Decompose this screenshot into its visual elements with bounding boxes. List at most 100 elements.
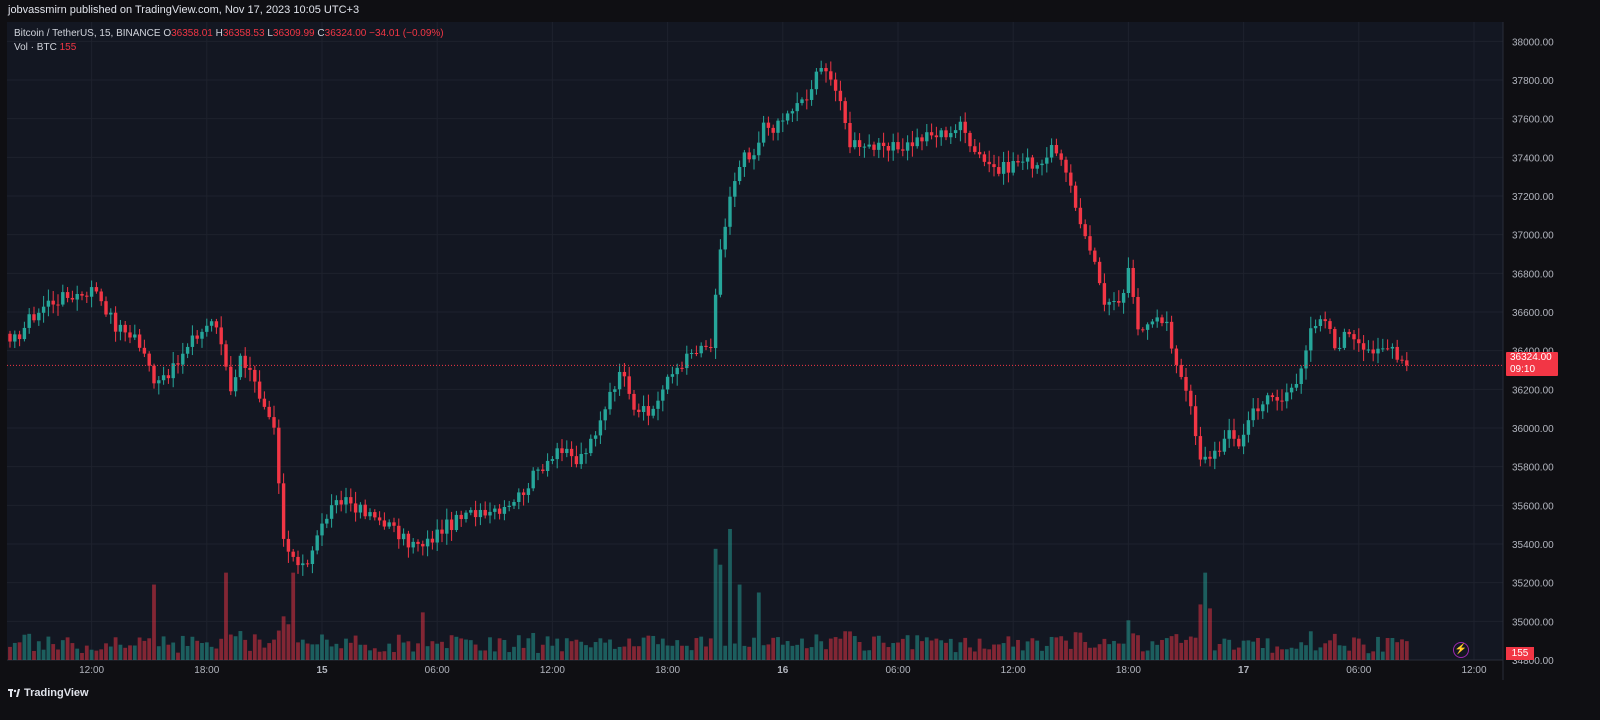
candle-body	[1256, 408, 1260, 412]
candle-body	[973, 146, 977, 152]
volume-bar	[291, 572, 296, 660]
candle-body	[651, 408, 655, 416]
candle-body	[488, 511, 492, 516]
candle-body	[497, 508, 502, 514]
candle-body	[934, 135, 939, 138]
candle-body	[157, 380, 161, 384]
volume-bar	[560, 651, 564, 660]
volume-bar	[694, 638, 699, 660]
candle-body	[1232, 430, 1236, 439]
volume-bar	[627, 638, 632, 660]
candle-body	[224, 344, 228, 367]
volume-bar	[118, 644, 123, 660]
volume-bar	[1256, 637, 1260, 660]
candle-body	[819, 68, 823, 72]
candle-body	[886, 145, 891, 151]
volume-bar	[1136, 635, 1140, 660]
y-tick-label: 34800.00	[1512, 656, 1554, 667]
volume-bar	[454, 636, 459, 660]
volume-bar	[512, 646, 516, 660]
candle-body	[1342, 331, 1347, 348]
candle-body	[574, 456, 579, 465]
volume-bar	[99, 649, 104, 660]
close-value: 36324.00	[324, 28, 367, 39]
candle-body	[963, 121, 967, 133]
candle-body	[747, 152, 751, 160]
candle-body	[1093, 250, 1097, 262]
lightning-icon[interactable]: ⚡	[1453, 642, 1469, 658]
candle-body	[1150, 321, 1155, 325]
candle-body	[502, 506, 507, 514]
volume-bar	[828, 638, 833, 660]
x-tick-label: 12:00	[79, 665, 104, 676]
candle-body	[27, 314, 31, 328]
volume-bar	[1280, 649, 1284, 660]
candle-body	[728, 196, 732, 227]
volume-bar	[656, 644, 660, 660]
volume-bar	[771, 637, 776, 660]
candle-body	[757, 142, 761, 156]
volume-bar	[286, 624, 291, 660]
volume-bar	[708, 638, 713, 660]
candle-body	[349, 497, 353, 504]
volume-bar	[896, 642, 900, 660]
volume-bar	[574, 639, 579, 660]
volume-bar	[675, 640, 680, 660]
volume-bar	[1212, 650, 1217, 660]
volume-bar	[267, 643, 272, 660]
tradingview-logo-icon	[8, 689, 20, 697]
volume-bar	[1251, 641, 1256, 660]
candle-body	[1097, 261, 1102, 284]
volume-bar	[142, 640, 147, 660]
volume-bar	[190, 636, 195, 660]
volume-bar	[886, 647, 891, 660]
candle-body	[113, 312, 118, 332]
volume-bar	[1347, 650, 1352, 660]
volume-bar	[934, 638, 939, 660]
volume-bar	[1078, 632, 1083, 660]
bar-countdown: 09:10	[1510, 364, 1536, 375]
volume-bar	[320, 634, 324, 660]
volume-bar	[473, 644, 478, 660]
candlestick-chart[interactable]: 38000.00 37800.00 37600.00 37400.00 37200.00…	[0, 22, 1600, 687]
candle-body	[454, 514, 459, 531]
candle-body	[872, 144, 876, 150]
volume-bar	[56, 649, 60, 660]
volume-bar	[108, 646, 113, 660]
volume-bar	[632, 646, 636, 660]
candle-body	[843, 101, 847, 123]
volume-bar	[929, 640, 934, 660]
chart-area[interactable]: 38000.00 37800.00 37600.00 37400.00 37200.00…	[0, 22, 1600, 687]
volume-bar	[262, 647, 267, 660]
x-tick-label: 18:00	[194, 665, 219, 676]
volume-bar	[401, 642, 406, 660]
last-price-tag: 36324.00 09:10	[1506, 352, 1558, 376]
candle-body	[968, 132, 972, 147]
candle-body	[22, 327, 27, 340]
volume-bar	[948, 638, 953, 660]
volume-bar	[147, 638, 152, 660]
volume-bar	[488, 637, 492, 660]
candle-body	[857, 140, 862, 148]
volume-bar	[195, 640, 200, 660]
candle-body	[1395, 346, 1399, 360]
candle-body	[286, 538, 291, 552]
volume-bar	[819, 641, 824, 660]
volume-bar	[1140, 651, 1145, 660]
publish-text: jobvassmirn published on TradingView.com…	[8, 4, 360, 16]
tradingview-logo[interactable]: TradingView	[8, 687, 89, 699]
candle-body	[579, 453, 583, 465]
x-tick-label: 12:00	[1461, 665, 1486, 676]
y-tick-label: 37400.00	[1512, 153, 1554, 164]
candle-body	[1313, 325, 1318, 329]
volume-bar	[1361, 644, 1366, 660]
volume-bar	[1169, 636, 1174, 660]
y-tick-label: 35200.00	[1512, 579, 1554, 590]
volume-bar	[1294, 648, 1299, 660]
volume-bar	[944, 642, 948, 660]
volume-bar	[1356, 638, 1361, 660]
candle-body	[363, 504, 367, 517]
volume-bar	[420, 612, 425, 660]
volume-bar	[1342, 645, 1347, 660]
candle-body	[253, 369, 257, 382]
